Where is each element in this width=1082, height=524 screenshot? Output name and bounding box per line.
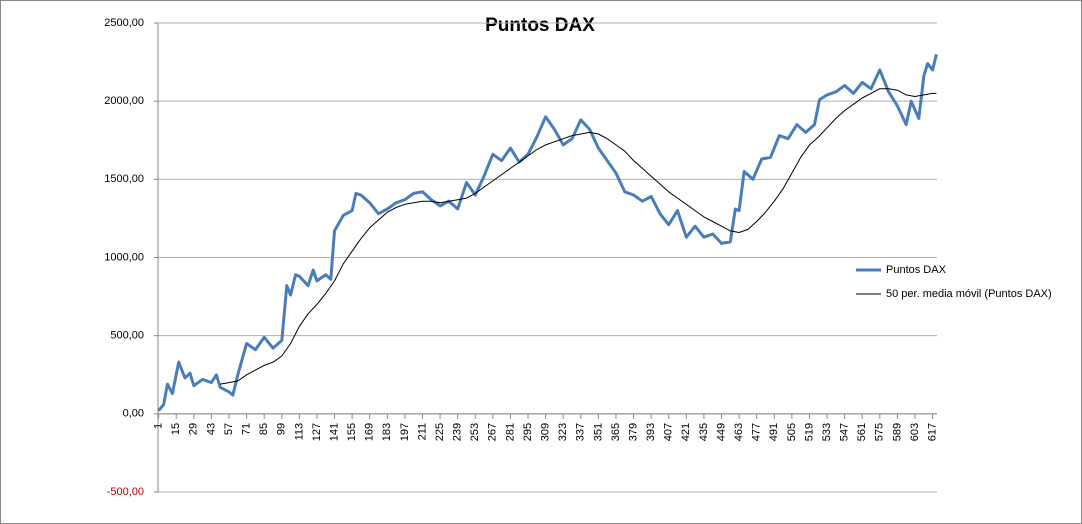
legend-label: 50 per. media móvil (Puntos DAX): [886, 288, 1052, 300]
x-tick-label: 253: [469, 423, 481, 441]
x-tick-label: 463: [733, 423, 745, 441]
x-tick-label: 547: [839, 423, 851, 441]
x-tick-label: 477: [751, 423, 763, 441]
x-tick-label: 155: [346, 423, 358, 441]
x-tick-label: 183: [381, 423, 393, 441]
y-tick-label: 2500,00: [104, 17, 144, 29]
x-tick-label: 169: [364, 423, 376, 441]
x-tick-label: 323: [557, 423, 569, 441]
x-tick-label: 1: [153, 423, 165, 429]
x-tick-label: 43: [205, 423, 217, 435]
x-tick-label: 15: [170, 423, 182, 435]
x-tick-label: 141: [328, 423, 340, 441]
y-tick-label: 1000,00: [104, 251, 144, 263]
x-tick-label: 449: [715, 423, 727, 441]
x-tick-label: 575: [874, 423, 886, 441]
x-tick-label: 603: [909, 423, 921, 441]
x-tick-label: 239: [452, 423, 464, 441]
x-tick-label: 421: [680, 423, 692, 441]
x-tick-label: 295: [522, 423, 534, 441]
y-tick-label: 1500,00: [104, 173, 144, 185]
x-tick-label: 99: [276, 423, 288, 435]
x-tick-label: 533: [821, 423, 833, 441]
data-line: [157, 53, 938, 412]
x-tick-label: 365: [610, 423, 622, 441]
x-tick-label: 617: [927, 423, 939, 441]
x-tick-label: 589: [891, 423, 903, 441]
chart-title: Puntos DAX: [485, 15, 595, 36]
x-tick-label: 281: [504, 423, 516, 441]
x-tick-label: 29: [188, 423, 200, 435]
legend-label: Puntos DAX: [886, 264, 947, 276]
y-tick-label: -500,00: [107, 486, 144, 498]
x-tick-label: 393: [645, 423, 657, 441]
x-tick-label: 337: [575, 423, 587, 441]
x-tick-label: 225: [434, 423, 446, 441]
y-tick-label: 2000,00: [104, 95, 144, 107]
data-line: [220, 88, 937, 385]
x-tick-label: 379: [627, 423, 639, 441]
x-tick-label: 211: [416, 423, 428, 441]
x-tick-label: 197: [399, 423, 411, 441]
x-tick-label: 57: [223, 423, 235, 435]
x-tick-label: 435: [698, 423, 710, 441]
x-tick-label: 267: [487, 423, 499, 441]
x-tick-label: 113: [293, 423, 305, 441]
x-tick-label: 309: [540, 423, 552, 441]
y-tick-label: 500,00: [110, 330, 144, 342]
x-tick-label: 505: [786, 423, 798, 441]
x-tick-label: 71: [240, 423, 252, 435]
x-tick-label: 561: [856, 423, 868, 441]
x-tick-label: 519: [803, 423, 815, 441]
x-tick-label: 407: [663, 423, 675, 441]
x-tick-label: 127: [311, 423, 323, 441]
x-tick-label: 85: [258, 423, 270, 435]
x-tick-label: 351: [592, 423, 604, 441]
x-tick-label: 491: [768, 423, 780, 441]
y-tick-label: 0,00: [123, 408, 144, 420]
